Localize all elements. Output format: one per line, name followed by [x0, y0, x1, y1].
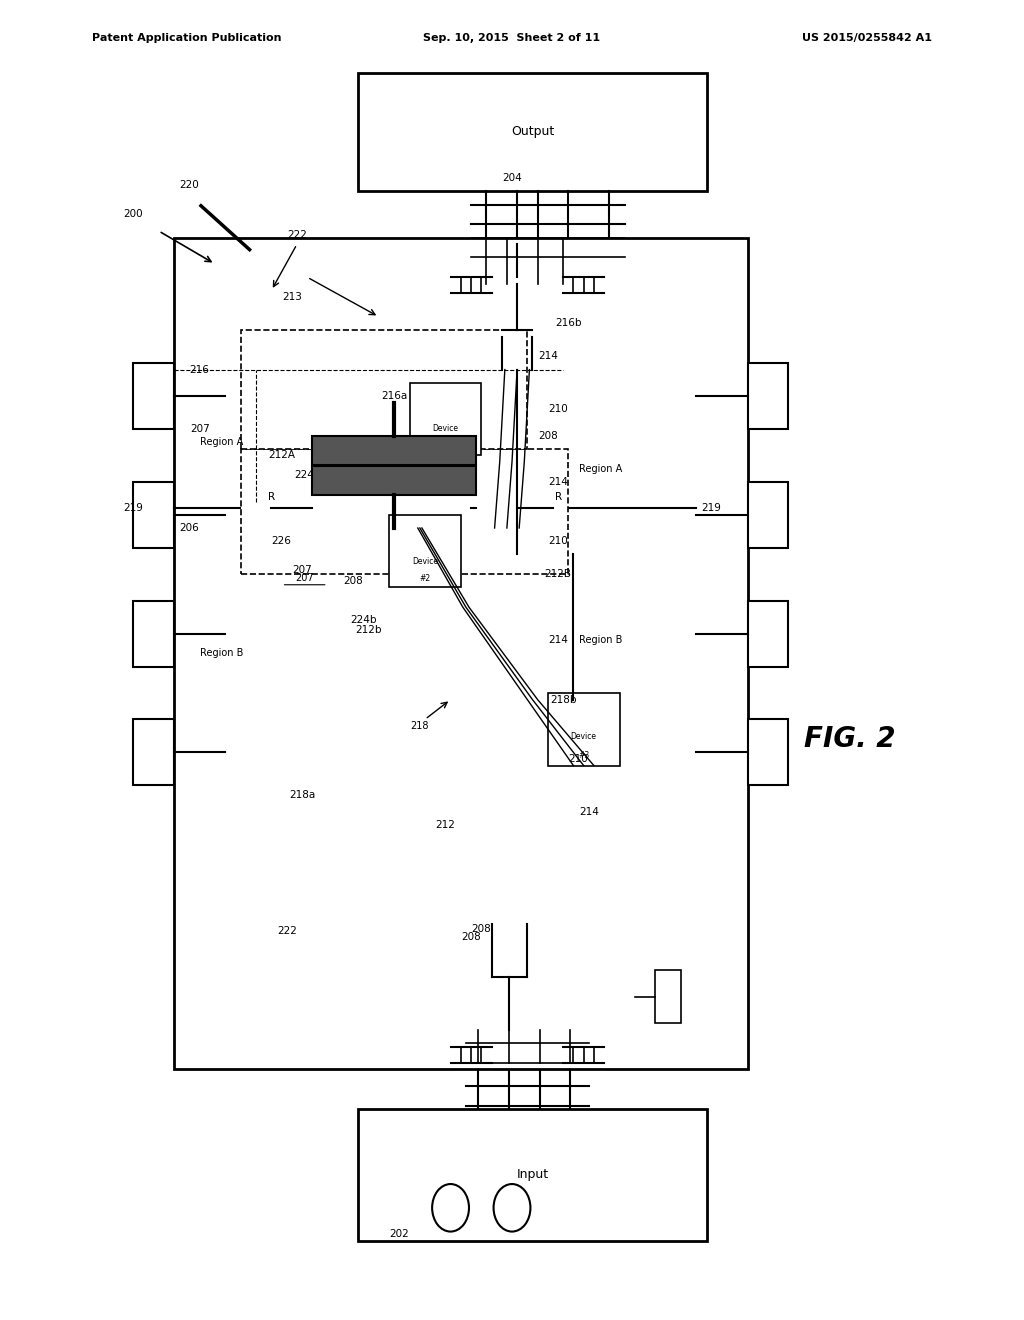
- Text: 212B: 212B: [545, 569, 571, 579]
- Bar: [241, 449, 568, 574]
- Text: 218b: 218b: [550, 694, 577, 705]
- Text: 212: 212: [435, 820, 456, 830]
- Text: Region A: Region A: [200, 437, 243, 447]
- Bar: [748, 363, 788, 429]
- Text: Patent Application Publication: Patent Application Publication: [92, 33, 282, 44]
- Bar: [748, 601, 788, 667]
- Bar: [389, 515, 461, 587]
- Text: R: R: [268, 491, 274, 502]
- Bar: [312, 466, 476, 495]
- Text: 210: 210: [548, 404, 568, 414]
- Text: 219: 219: [701, 503, 722, 513]
- Text: 218: 218: [411, 721, 429, 731]
- Text: 226: 226: [271, 536, 292, 546]
- Text: 208: 208: [471, 924, 492, 935]
- Text: 213: 213: [282, 292, 302, 302]
- Text: 214: 214: [548, 477, 568, 487]
- Text: 219: 219: [123, 503, 143, 513]
- Bar: [410, 383, 481, 455]
- Bar: [174, 238, 748, 1069]
- Text: US 2015/0255842 A1: US 2015/0255842 A1: [802, 33, 932, 44]
- Text: 204: 204: [502, 173, 521, 183]
- Text: 207: 207: [292, 565, 312, 576]
- Bar: [748, 719, 788, 785]
- Text: 207: 207: [189, 424, 210, 434]
- Text: 216b: 216b: [555, 318, 582, 329]
- Text: 212b: 212b: [355, 624, 382, 635]
- Text: 214: 214: [538, 351, 558, 362]
- Text: 206: 206: [179, 523, 199, 533]
- Text: Region B: Region B: [579, 635, 622, 645]
- Text: Device: Device: [570, 733, 597, 741]
- Bar: [358, 1109, 707, 1241]
- Text: #2: #2: [420, 574, 430, 582]
- Text: #3: #3: [579, 751, 589, 759]
- Text: Input: Input: [516, 1168, 549, 1181]
- Text: 220: 220: [179, 180, 200, 190]
- Text: #1: #1: [440, 442, 451, 450]
- Bar: [358, 73, 707, 191]
- Text: 207: 207: [295, 573, 313, 583]
- Text: 212A: 212A: [268, 450, 295, 461]
- Bar: [655, 970, 681, 1023]
- Bar: [133, 363, 174, 429]
- Bar: [133, 601, 174, 667]
- Text: 208: 208: [343, 576, 364, 586]
- Text: 210: 210: [548, 536, 568, 546]
- Text: Region A: Region A: [579, 463, 622, 474]
- Bar: [548, 693, 620, 766]
- Text: 224b: 224b: [350, 615, 377, 626]
- Text: Device: Device: [432, 425, 459, 433]
- Text: 208: 208: [538, 430, 558, 441]
- Text: 224a: 224a: [294, 470, 321, 480]
- Bar: [748, 482, 788, 548]
- Text: 222: 222: [276, 925, 297, 936]
- Text: 216a: 216a: [381, 391, 408, 401]
- Text: Output: Output: [511, 125, 554, 139]
- Text: 200: 200: [123, 209, 143, 219]
- Text: Region B: Region B: [200, 648, 243, 659]
- Bar: [133, 482, 174, 548]
- Bar: [133, 719, 174, 785]
- Text: 222: 222: [287, 230, 307, 240]
- Text: 208: 208: [461, 932, 481, 942]
- Text: Sep. 10, 2015  Sheet 2 of 11: Sep. 10, 2015 Sheet 2 of 11: [424, 33, 600, 44]
- Text: 216: 216: [189, 364, 210, 375]
- Bar: [241, 330, 527, 449]
- Bar: [312, 436, 476, 465]
- Text: FIG. 2: FIG. 2: [804, 725, 896, 754]
- Text: Device: Device: [412, 557, 438, 565]
- Text: 214: 214: [548, 635, 568, 645]
- Text: 210: 210: [568, 754, 589, 764]
- Text: 214: 214: [579, 807, 599, 817]
- Text: 202: 202: [389, 1229, 409, 1239]
- Text: R: R: [555, 491, 561, 502]
- Text: 218a: 218a: [289, 789, 315, 800]
